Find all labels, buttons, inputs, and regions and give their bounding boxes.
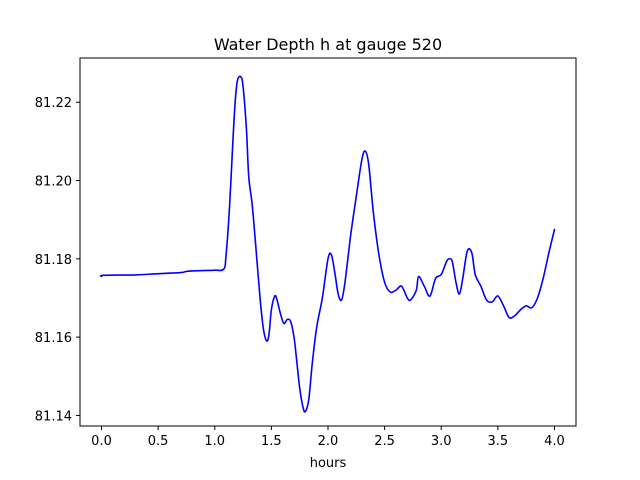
y-axis: 81.14 81.16 81.18 81.20 81.22 (35, 96, 80, 424)
y-tick-label: 81.16 (35, 331, 72, 346)
x-tick-label: 0.0 (91, 434, 112, 449)
x-tick-label: 3.0 (431, 434, 452, 449)
y-tick-label: 81.20 (35, 175, 72, 190)
x-tick-label: 1.0 (204, 434, 225, 449)
chart-title: Water Depth h at gauge 520 (214, 35, 442, 54)
x-axis: 0.0 0.5 1.0 1.5 2.0 2.5 3.0 3.5 4.0 (91, 426, 565, 449)
x-tick-label: 0.5 (148, 434, 169, 449)
x-axis-label: hours (310, 456, 347, 471)
x-tick-label: 4.0 (544, 434, 565, 449)
x-tick-label: 2.5 (374, 434, 395, 449)
data-layer (99, 75, 556, 413)
y-tick-label: 81.14 (35, 409, 72, 424)
x-tick-label: 3.5 (488, 434, 509, 449)
x-tick-label: 1.5 (261, 434, 282, 449)
y-tick-label: 81.18 (35, 253, 72, 268)
y-tick-label: 81.22 (35, 96, 72, 111)
series-line (99, 75, 556, 413)
x-tick-label: 2.0 (318, 434, 339, 449)
